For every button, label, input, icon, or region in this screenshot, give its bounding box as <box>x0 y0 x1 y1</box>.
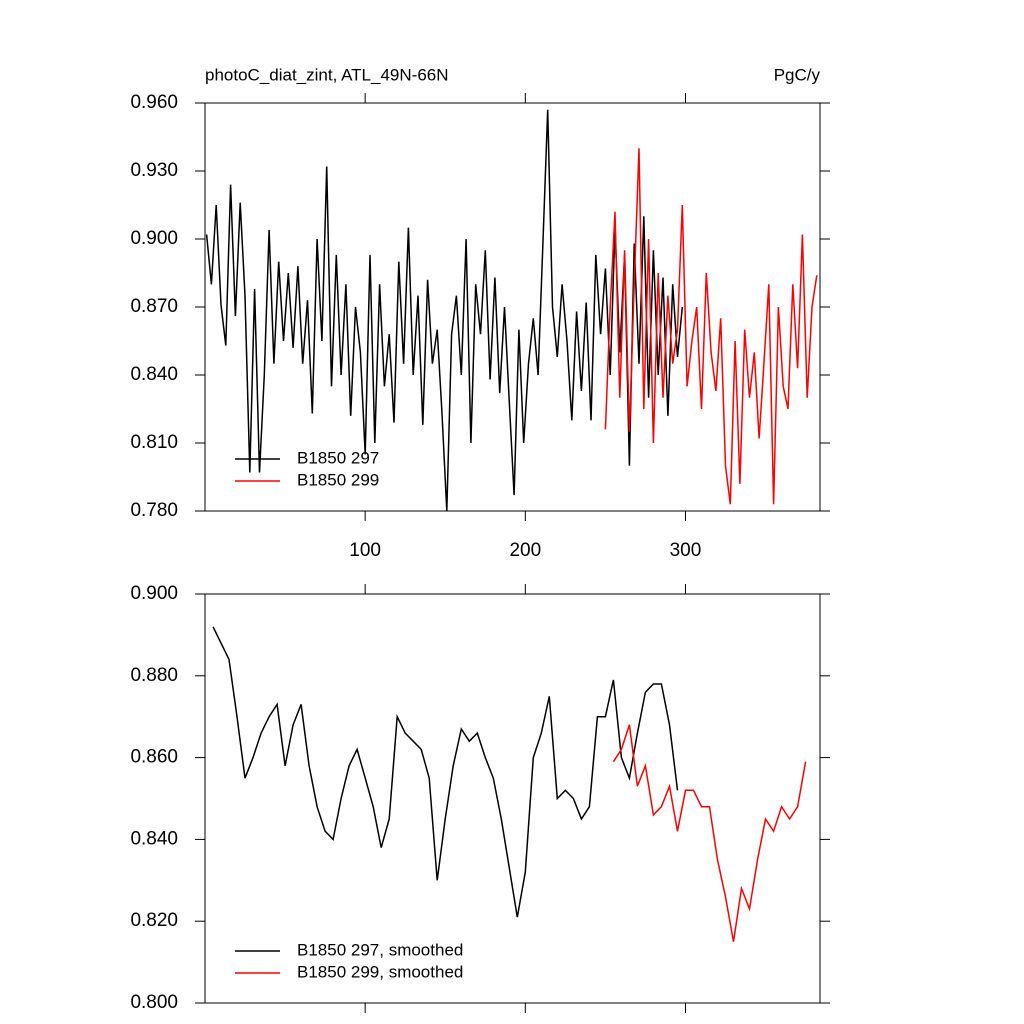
chart-title: photoC_diat_zint, ATL_49N-66N <box>205 65 449 84</box>
legend-label: B1850 299, smoothed <box>297 962 463 981</box>
x-tick-label: 300 <box>670 540 702 561</box>
x-tick-label: 200 <box>509 540 541 561</box>
y-tick-label: 0.960 <box>130 92 178 113</box>
data-line <box>604 148 818 505</box>
plot-frame <box>204 593 821 1004</box>
y-tick-label: 0.820 <box>130 910 178 931</box>
y-tick-label: 0.870 <box>130 296 178 317</box>
data-line <box>612 724 807 942</box>
y-tick-label: 0.900 <box>130 228 178 249</box>
y-tick-label: 0.800 <box>130 992 178 1013</box>
legend-label: B1850 297 <box>297 448 379 467</box>
y-tick-label: 0.840 <box>130 364 178 385</box>
x-tick-label: 100 <box>349 540 381 561</box>
y-tick-label: 0.780 <box>130 500 178 521</box>
legend-label: B1850 297, smoothed <box>297 940 463 959</box>
y-tick-label: 0.930 <box>130 160 178 181</box>
y-tick-label: 0.840 <box>130 828 178 849</box>
y-tick-label: 0.880 <box>130 665 178 686</box>
units-label: PgC/y <box>774 65 821 84</box>
legend-label: B1850 299 <box>297 470 379 489</box>
y-tick-label: 0.810 <box>130 432 178 453</box>
y-tick-label: 0.900 <box>130 583 178 604</box>
data-line <box>212 626 679 918</box>
y-tick-label: 0.860 <box>130 747 178 768</box>
data-line <box>205 109 684 512</box>
